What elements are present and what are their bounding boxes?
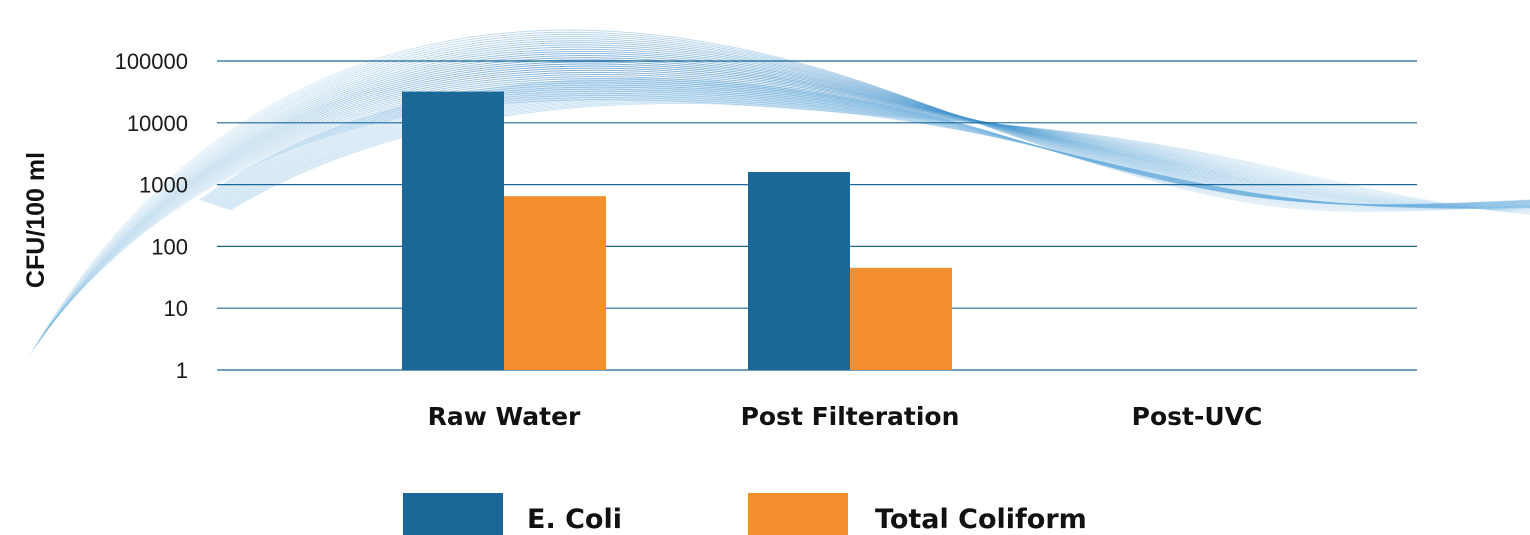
wave-line: [43, 78, 1530, 335]
wave-line: [44, 80, 1530, 334]
bar-total-coliform-post-filteration: [850, 267, 952, 370]
wave-line: [44, 82, 1530, 333]
wave-line: [31, 38, 1530, 352]
x-tick-label: Raw Water: [428, 402, 581, 431]
x-tick-labels: Raw Water Post Filteration Post-UVC: [428, 402, 1263, 431]
y-tick-label: 1: [176, 358, 188, 383]
wave-line: [39, 65, 1530, 340]
bar-e-coli-raw-water: [402, 91, 504, 371]
wave-line: [47, 92, 1530, 329]
wave-line: [38, 61, 1530, 342]
wave-line: [34, 46, 1530, 348]
wave-line: [36, 55, 1530, 345]
wave-line: [32, 40, 1530, 351]
wave-line: [30, 31, 1530, 355]
wave-line: [35, 48, 1530, 348]
background-wave-decoration: [29, 29, 1530, 356]
bar-e-coli-post-filteration: [748, 171, 850, 370]
bar-total-coliform-raw-water: [504, 196, 606, 370]
wave-line: [38, 59, 1530, 343]
wave-line: [49, 96, 1530, 327]
wave-line: [36, 52, 1530, 346]
bars: [402, 91, 952, 371]
wave-line: [39, 63, 1530, 341]
legend-label-e-coli: E. Coli: [527, 504, 622, 535]
legend-swatch-total-coliform: [748, 493, 848, 535]
wave-line: [33, 42, 1530, 350]
x-tick-label: Post Filteration: [741, 402, 960, 431]
y-tick-label: 10000: [127, 111, 188, 136]
x-tick-label: Post-UVC: [1132, 402, 1263, 431]
y-tick-labels: 1 10 100 1000 10000 100000: [115, 49, 188, 383]
wave-line: [41, 69, 1530, 339]
legend-label-total-coliform: Total Coliform: [875, 504, 1087, 535]
legend-swatch-e-coli: [403, 493, 503, 535]
legend: E. Coli Total Coliform: [403, 493, 1087, 535]
wave-line: [41, 71, 1530, 338]
y-axis-label: CFU/100 ml: [22, 152, 50, 288]
wave-line: [31, 36, 1530, 353]
y-tick-label: 100000: [115, 49, 188, 74]
wave-line: [40, 67, 1530, 339]
y-tick-label: 10: [164, 296, 188, 321]
y-tick-label: 100: [151, 234, 188, 259]
wave-line: [49, 99, 1530, 326]
wave-line: [42, 73, 1530, 337]
wave-line: [30, 33, 1530, 354]
wave-line: [35, 50, 1530, 347]
wave-line: [37, 57, 1530, 344]
wave-line: [45, 84, 1530, 332]
y-tick-label: 1000: [139, 173, 188, 198]
wave-line: [33, 44, 1530, 349]
wave-line: [47, 90, 1530, 329]
wave-line: [48, 94, 1530, 328]
wave-line: [29, 29, 1530, 356]
wave-line: [42, 76, 1530, 336]
